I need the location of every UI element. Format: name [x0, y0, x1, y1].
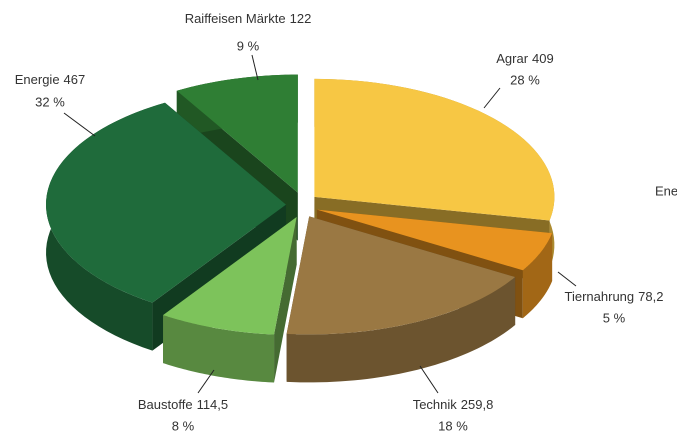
leader-line [419, 365, 439, 394]
category-label: Baustoffe [138, 397, 193, 412]
slice-wall [286, 277, 516, 383]
share-label: 18 % [438, 418, 468, 432]
data-label: Agrar 409 [496, 51, 554, 66]
share-label: 32 % [35, 94, 65, 109]
labels: Agrar 409 28 % Tiernahrung 78,2 5 % Technik 259… [15, 11, 664, 432]
leader-line [197, 369, 215, 394]
data-label: Raiffeisen Märkte 122 [185, 11, 312, 26]
slice [46, 102, 287, 303]
clipped-label: Ene [655, 183, 677, 198]
leader-line [251, 54, 259, 81]
category-label: Agrar [496, 51, 528, 66]
slice [163, 217, 297, 335]
data-label: Energie 467 [15, 72, 86, 87]
value-label: 114,5 [197, 397, 229, 412]
value-label: 259,8 [461, 397, 494, 412]
slice-wall [163, 315, 275, 383]
pie-tops [46, 74, 555, 335]
leader-line [63, 112, 96, 137]
slice [316, 209, 553, 271]
category-label: Energie [15, 72, 60, 87]
leader-line [557, 271, 577, 287]
share-label: 9 % [237, 38, 260, 53]
share-label: 28 % [510, 72, 540, 87]
share-label: 8 % [172, 418, 195, 432]
category-label: Technik [413, 397, 458, 412]
slice [314, 78, 555, 221]
slice-wall [522, 233, 553, 319]
slice [176, 74, 298, 193]
data-label: Baustoffe 114,5 [138, 397, 228, 412]
value-label: 78,2 [638, 289, 663, 304]
data-label: Technik 259,8 [413, 397, 494, 412]
value-label: 467 [64, 72, 86, 87]
value-label: 122 [290, 11, 312, 26]
slice [286, 216, 516, 335]
category-label: Tiernahrung [565, 289, 635, 304]
leader-line [483, 87, 501, 109]
value-label: 409 [532, 51, 554, 66]
share-label: 5 % [603, 310, 626, 325]
category-label: Raiffeisen Märkte [185, 11, 286, 26]
data-label: Tiernahrung 78,2 [565, 289, 664, 304]
